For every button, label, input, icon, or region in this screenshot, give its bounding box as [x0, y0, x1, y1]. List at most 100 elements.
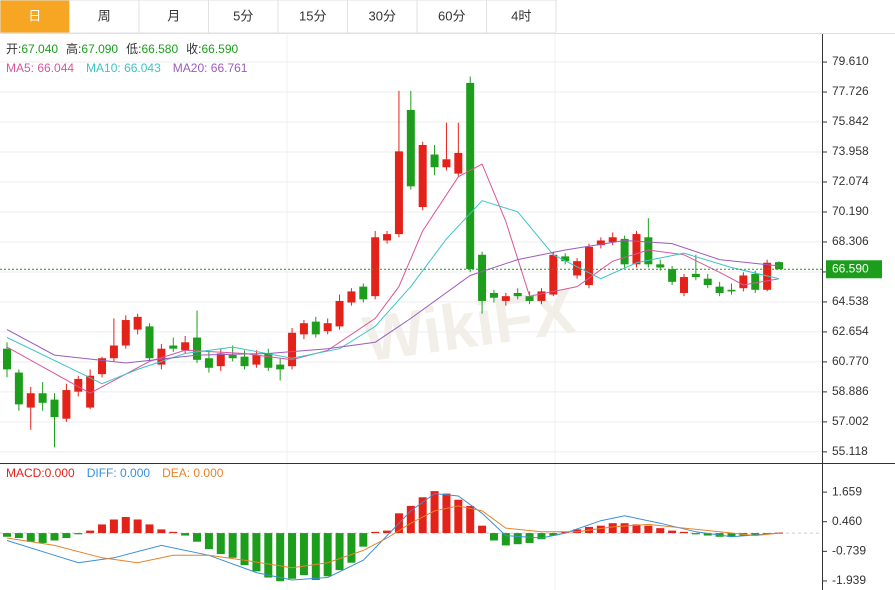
macd-bar	[489, 533, 498, 541]
macd-bar	[240, 533, 249, 566]
macd-bar	[703, 533, 712, 536]
indicator-line	[6, 239, 780, 364]
candle-body	[430, 154, 439, 168]
macd-bar	[525, 533, 534, 543]
candle-body	[644, 237, 653, 265]
candle-body	[573, 261, 582, 276]
macd-bar	[335, 533, 344, 571]
indicator-line	[6, 163, 780, 394]
tab-label[interactable]: 30分	[369, 8, 396, 23]
tab[interactable]	[0, 0, 70, 34]
ohlc-label: 低:	[126, 42, 141, 56]
tab-label[interactable]: 15分	[299, 8, 326, 23]
y-tick-label: 55.118	[832, 444, 868, 458]
candle-body	[691, 273, 700, 278]
candle-body	[26, 393, 35, 408]
y-tick-label: 75.842	[832, 114, 869, 128]
y-tick-label: 79.610	[832, 54, 869, 68]
tab[interactable]	[486, 0, 557, 34]
y-tick-label: 60.770	[832, 354, 869, 368]
y-tick-label: 57.002	[832, 414, 869, 428]
candle-body	[549, 254, 558, 295]
candle-body	[656, 264, 665, 268]
candle-body	[252, 355, 261, 365]
candle-body	[157, 348, 166, 365]
candle-body	[276, 364, 285, 370]
candle-body	[311, 321, 320, 335]
macd-bar	[501, 533, 510, 546]
ohlc-value: 66.580	[141, 42, 178, 56]
candle-body	[323, 323, 332, 332]
macd-bar	[775, 532, 783, 534]
tab-label[interactable]: 4时	[511, 8, 531, 23]
macd-bar	[145, 524, 154, 534]
candle-body	[181, 342, 190, 351]
tab[interactable]	[138, 0, 209, 34]
candle-body	[608, 237, 617, 243]
candle-body	[525, 296, 534, 301]
macd-bar	[430, 491, 439, 534]
legend-entry: MA20: 66.761	[173, 61, 248, 75]
macd-bar	[513, 533, 522, 545]
candle-body	[133, 316, 142, 330]
tab[interactable]	[347, 0, 418, 34]
candle-body	[335, 300, 344, 327]
candle-body	[86, 375, 95, 408]
tab-label[interactable]: 60分	[438, 8, 465, 23]
macd-bar	[216, 533, 225, 555]
macd-bar	[38, 533, 47, 543]
y-tick-label: 73.958	[832, 144, 869, 158]
y-tick-label: 77.726	[832, 84, 869, 98]
y-tick-label: 1.659	[832, 484, 862, 498]
macd-bar	[3, 533, 11, 537]
ohlc-value: 66.590	[201, 42, 238, 56]
candle-body	[121, 320, 130, 346]
tab-label[interactable]: 月	[167, 8, 180, 23]
last-price-tag	[826, 260, 882, 279]
macd-bar	[573, 529, 582, 534]
candle-body	[74, 378, 83, 392]
macd-bar	[157, 529, 166, 534]
candle-body	[145, 326, 154, 359]
candle-body	[668, 269, 677, 282]
candle-body	[109, 345, 118, 359]
candle-body	[584, 246, 593, 286]
macd-bar	[537, 533, 546, 540]
tab-label[interactable]: 5分	[233, 8, 253, 23]
macd-bar	[478, 525, 487, 534]
macd-bar	[371, 531, 380, 534]
macd-bar	[347, 533, 356, 563]
candle-body	[50, 399, 59, 418]
macd-bar	[608, 523, 617, 534]
candle-body	[501, 296, 510, 301]
tab[interactable]	[416, 0, 487, 34]
macd-bar	[228, 533, 237, 558]
ohlc-label: 收:	[186, 42, 201, 56]
candle-body	[299, 323, 308, 335]
macd-bar	[418, 497, 427, 534]
legend-entry: MA5: 66.044	[6, 61, 74, 75]
ohlc-label: 开:	[6, 42, 21, 56]
y-tick-label: 0.460	[832, 514, 862, 528]
macd-bar	[549, 533, 558, 536]
legend-entry: MA10: 66.043	[86, 61, 161, 75]
tab-label[interactable]: 周	[98, 8, 111, 23]
macd-bar	[406, 505, 415, 534]
macd-bar	[561, 531, 570, 534]
candle-body	[371, 237, 380, 297]
ohlc-value: 67.090	[81, 42, 118, 56]
candle-body	[240, 356, 249, 367]
candle-body	[288, 332, 297, 367]
macd-bar	[62, 533, 71, 539]
y-tick-label: 64.538	[832, 294, 869, 308]
macd-bar	[323, 533, 332, 577]
tab-label[interactable]: 日	[28, 8, 41, 23]
y-tick-label: 72.074	[832, 174, 869, 188]
macd-bar	[644, 525, 653, 534]
macd-bar	[668, 530, 677, 534]
y-tick-label: 68.306	[832, 234, 869, 248]
macd-bar	[679, 531, 688, 534]
candle-body	[739, 275, 748, 289]
macd-bar	[596, 525, 605, 534]
